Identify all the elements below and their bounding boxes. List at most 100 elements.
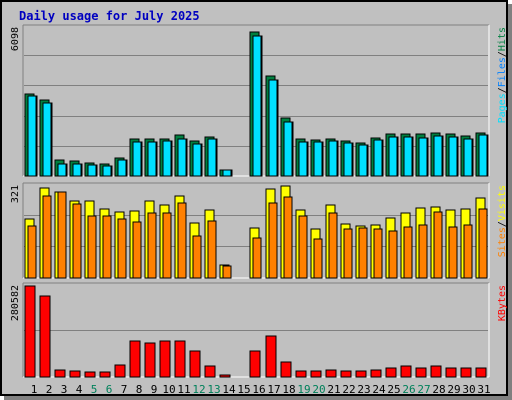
x-tick-label: 25 (387, 383, 400, 396)
legend-label: Hits (497, 27, 508, 51)
x-tick-label: 13 (207, 383, 220, 396)
bar-sites-day-20 (313, 238, 323, 279)
bar-pages-day-21 (328, 140, 338, 177)
bar-kbytes-day-29 (445, 367, 457, 378)
bar-pages-day-5 (87, 164, 97, 177)
x-tick-label: 28 (432, 383, 445, 396)
legend-label: / (497, 221, 508, 227)
x-tick-label: 15 (237, 383, 250, 396)
y-max-label-visits: 321 (10, 185, 21, 203)
bar-kbytes-day-31 (475, 367, 487, 378)
bar-sites-day-30 (463, 224, 473, 279)
bar-sites-day-4 (72, 203, 82, 279)
bar-sites-day-1 (27, 225, 37, 279)
bar-kbytes-day-22 (340, 370, 352, 378)
chart-panels: 6098Pages/Files/Hits321Sites/Visits28058… (10, 24, 508, 378)
series-kbytes (24, 285, 487, 378)
bar-pages-day-20 (313, 141, 323, 177)
bar-sites-day-8 (132, 221, 142, 279)
x-tick-label: 8 (136, 383, 143, 396)
x-tick-label: 7 (121, 383, 128, 396)
bar-kbytes-day-16 (249, 350, 261, 378)
bar-kbytes-day-6 (99, 371, 111, 378)
bar-sites-day-19 (298, 215, 308, 279)
bar-sites-day-28 (433, 211, 443, 279)
bar-sites-day-16 (252, 237, 262, 279)
panel-kbytes: 280582 KBytes (10, 282, 508, 378)
bar-kbytes-day-24 (370, 369, 382, 378)
x-tick-label: 5 (91, 383, 98, 396)
bar-sites-day-17 (268, 202, 278, 279)
x-tick-label: 9 (151, 383, 158, 396)
bar-kbytes-day-28 (430, 365, 442, 378)
bar-pages-day-10 (162, 140, 172, 177)
bar-kbytes-day-10 (159, 340, 171, 378)
frame-shadow-right (508, 4, 512, 400)
x-tick-label: 16 (252, 383, 265, 396)
x-tick-label: 2 (46, 383, 53, 396)
bar-kbytes-day-26 (400, 365, 412, 378)
x-tick-label: 18 (282, 383, 295, 396)
x-tick-label: 10 (162, 383, 175, 396)
bar-pages-day-1 (27, 95, 37, 177)
frame-shadow-bottom (4, 396, 512, 400)
bar-pages-day-26 (403, 136, 413, 177)
x-tick-label: 21 (327, 383, 340, 396)
bar-kbytes-day-19 (295, 370, 307, 378)
bar-pages-day-22 (343, 142, 353, 177)
bar-sites-day-27 (418, 224, 428, 279)
x-tick-label: 27 (417, 383, 430, 396)
bar-pages-day-13 (207, 138, 217, 177)
legend-visits: Sites/Visits (497, 185, 508, 257)
bar-sites-day-24 (373, 228, 383, 279)
series-sites (27, 191, 488, 279)
bar-pages-day-31 (478, 134, 488, 177)
bar-sites-day-18 (283, 196, 293, 279)
bar-kbytes-day-1 (24, 285, 36, 378)
bar-pages-day-14 (222, 169, 232, 177)
legend-kbytes: KBytes (497, 285, 508, 321)
legend-label: / (497, 51, 508, 57)
y-max-label-hits: 6098 (10, 27, 21, 51)
bar-pages-day-19 (298, 141, 308, 177)
bar-sites-day-5 (87, 215, 97, 279)
bar-sites-day-29 (448, 226, 458, 279)
x-tick-label: 22 (342, 383, 355, 396)
x-tick-label: 4 (76, 383, 83, 396)
bar-kbytes-day-7 (114, 364, 126, 378)
bar-sites-day-13 (207, 220, 217, 279)
panel-visits: 321 Sites/Visits (10, 182, 508, 279)
x-axis-labels: 1 2 3 4 5 6 7 8 9 10 11 12 13 14 15 16 17 18 19 20 21 22 23 24 2… (31, 383, 491, 396)
x-tick-label: 14 (222, 383, 236, 396)
chart-title: Daily usage for July 2025 (19, 9, 200, 23)
bar-pages-day-11 (177, 138, 187, 177)
legend-label: Pages (497, 93, 508, 123)
x-tick-label: 24 (372, 383, 386, 396)
bar-kbytes-day-17 (265, 335, 277, 378)
legend-label: Files (497, 57, 508, 87)
bar-pages-day-18 (283, 121, 293, 177)
bar-pages-day-3 (57, 163, 67, 177)
bar-sites-day-26 (403, 226, 413, 279)
x-tick-label: 29 (447, 383, 460, 396)
bar-pages-day-12 (192, 143, 202, 177)
bar-kbytes-day-3 (54, 369, 66, 378)
bar-pages-day-16 (252, 35, 262, 177)
x-tick-label: 1 (31, 383, 38, 396)
bar-pages-day-23 (358, 144, 368, 177)
bar-kbytes-day-12 (189, 350, 201, 378)
bar-kbytes-day-11 (174, 340, 186, 378)
legend-hits: Pages/Files/Hits (497, 27, 508, 123)
bar-sites-day-12 (192, 235, 202, 279)
x-tick-label: 26 (402, 383, 415, 396)
bar-sites-day-22 (343, 228, 353, 279)
bar-sites-day-9 (147, 212, 157, 279)
bar-pages-day-9 (147, 141, 157, 177)
bar-sites-day-2 (42, 195, 52, 279)
series-pages (27, 35, 488, 177)
x-tick-label: 31 (477, 383, 490, 396)
bar-sites-day-31 (478, 208, 488, 279)
bar-sites-day-14 (222, 265, 232, 279)
bar-kbytes-day-20 (310, 370, 322, 378)
bar-kbytes-day-2 (39, 295, 51, 378)
